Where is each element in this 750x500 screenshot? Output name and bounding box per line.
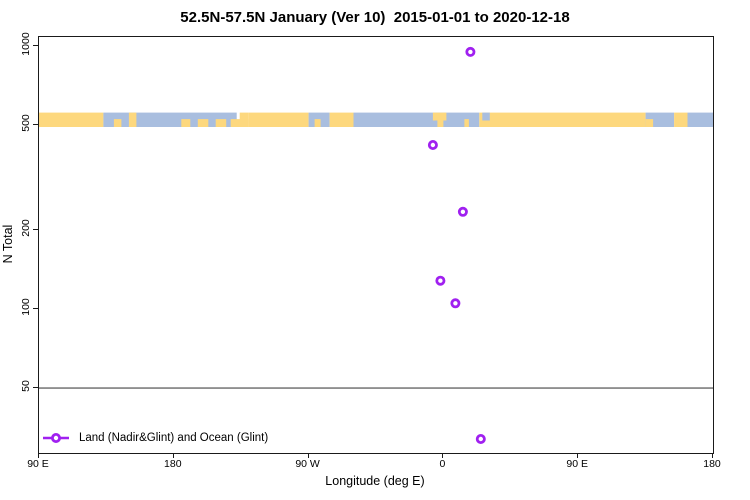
map-band-ocean-segment xyxy=(353,112,480,127)
map-band-ocean-segment xyxy=(482,112,490,121)
map-band-land-segment xyxy=(432,112,447,121)
legend: Land (Nadir&Glint) and Ocean (Glint) xyxy=(42,431,268,445)
y-tick-label: 50 xyxy=(20,380,32,392)
map-band-land-segment xyxy=(181,119,191,127)
y-tick-label: 500 xyxy=(20,114,32,132)
data-point xyxy=(427,140,438,151)
plot-canvas xyxy=(39,46,713,444)
y-tick-mark xyxy=(33,387,38,388)
map-band-land-segment xyxy=(128,112,137,127)
y-tick-label: 200 xyxy=(20,218,32,237)
chart-title: 52.5N-57.5N January (Ver 10) 2015-01-01 … xyxy=(180,9,570,26)
x-tick-mark xyxy=(307,453,309,458)
map-band-land-segment xyxy=(314,119,321,127)
map-band-land-segment xyxy=(674,112,688,127)
x-tick-mark xyxy=(442,453,444,458)
y-tick-mark xyxy=(33,124,38,126)
x-tick-label: 90 E xyxy=(27,458,49,470)
data-point xyxy=(465,46,476,57)
y-tick-mark xyxy=(33,45,38,46)
map-band-land-segment xyxy=(113,119,122,127)
data-point xyxy=(450,298,461,309)
map-band-land-segment xyxy=(437,119,444,127)
map-band-land-segment xyxy=(645,119,654,127)
data-point xyxy=(435,275,446,286)
map-band-land-segment xyxy=(248,112,309,127)
x-tick-label: 0 xyxy=(439,458,446,470)
legend-circle xyxy=(50,433,61,443)
map-band-ocean-segment xyxy=(687,112,713,127)
x-tick-mark xyxy=(577,453,579,458)
legend-marker-icon xyxy=(43,433,69,443)
y-axis-title: N Total xyxy=(1,224,15,264)
x-tick-label: 180 xyxy=(164,458,182,470)
x-tick-label: 90 E xyxy=(566,458,588,470)
y-tick-label: 1000 xyxy=(20,32,32,56)
plot-area: Land (Nadir&Glint) and Ocean (Glint) xyxy=(38,36,714,454)
x-tick-mark xyxy=(712,453,713,458)
y-tick-mark xyxy=(33,228,38,230)
map-band-land-segment xyxy=(215,119,227,127)
x-axis-title: Longitude (deg E) xyxy=(325,474,425,488)
x-tick-mark xyxy=(38,453,39,458)
map-band-land-segment xyxy=(239,112,249,127)
map-band-land-segment xyxy=(39,112,104,127)
x-tick-label: 90 W xyxy=(295,458,320,470)
data-point xyxy=(457,206,468,217)
data-point xyxy=(475,433,486,444)
x-tick-label: 180 xyxy=(703,458,721,470)
x-tick-mark xyxy=(172,453,174,458)
y-tick-label: 100 xyxy=(20,298,32,316)
map-band-land-segment xyxy=(329,112,354,127)
map-band-land-segment xyxy=(464,119,469,127)
map-band-land-segment xyxy=(197,119,209,127)
legend-label: Land (Nadir&Glint) and Ocean (Glint) xyxy=(79,432,269,444)
map-band-land-segment xyxy=(479,112,646,127)
y-tick-mark xyxy=(33,307,38,309)
